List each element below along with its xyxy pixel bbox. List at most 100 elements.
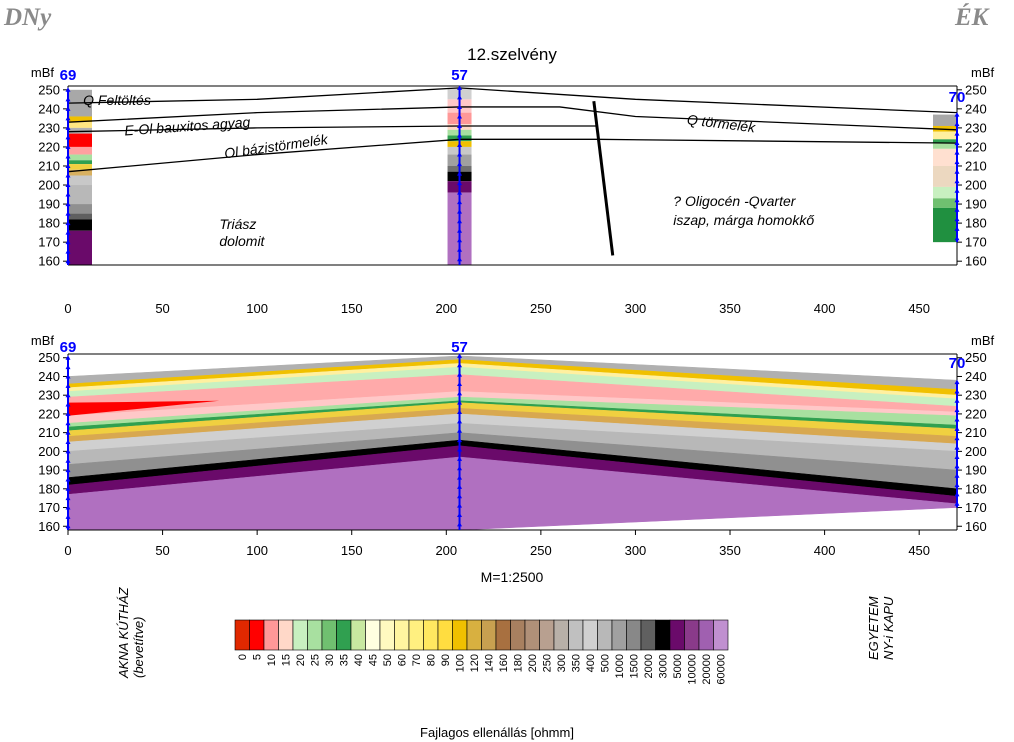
legend-swatch xyxy=(597,619,613,651)
legend-swatch xyxy=(307,619,323,651)
y-tick-label-left: 210 xyxy=(38,425,60,440)
borehole-sample-marker xyxy=(457,493,463,499)
legend-swatch xyxy=(626,619,642,651)
x-tick-label: 100 xyxy=(246,543,268,558)
borehole-sample-marker xyxy=(457,437,463,443)
legend-label: 500 xyxy=(600,654,612,672)
borehole-sample-marker xyxy=(457,353,463,358)
borehole-sample-marker xyxy=(954,216,960,222)
legend-swatch xyxy=(365,619,381,651)
y-tick-label-right: 230 xyxy=(965,388,987,403)
borehole-layer-69 xyxy=(68,185,92,205)
layer-boundary-base_70 xyxy=(597,138,958,144)
legend-swatch xyxy=(379,619,395,651)
borehole-sample-marker xyxy=(457,237,463,243)
legend-label: 45 xyxy=(368,654,380,666)
left-site-line1: AKNA KÚTHÁZ xyxy=(116,587,131,678)
legend-swatch xyxy=(684,619,700,651)
x-tick-label: 300 xyxy=(625,301,647,316)
borehole-layer-70 xyxy=(933,207,957,243)
y-tick-label-left: 160 xyxy=(38,254,60,269)
legend-swatch xyxy=(278,619,294,651)
legend-swatch xyxy=(423,619,439,651)
borehole-sample-marker xyxy=(954,407,960,413)
borehole-sample-marker xyxy=(457,247,463,252)
borehole-sample-marker xyxy=(457,161,463,167)
y-tick-label-left: 200 xyxy=(38,444,60,459)
borehole-sample-marker xyxy=(954,491,960,497)
legend-swatch xyxy=(655,619,671,651)
borehole-sample-marker xyxy=(65,392,71,398)
borehole-layer-70 xyxy=(933,148,957,166)
borehole-layer-70 xyxy=(933,165,957,187)
borehole-sample-marker xyxy=(65,239,71,245)
legend-swatch xyxy=(350,619,366,651)
y-tick-label-right: 220 xyxy=(965,139,987,154)
borehole-sample-marker xyxy=(65,115,71,121)
borehole-sample-marker xyxy=(457,428,463,433)
y-tick-label-left: 220 xyxy=(38,406,60,421)
borehole-sample-marker xyxy=(954,178,960,184)
borehole-sample-marker xyxy=(65,96,71,102)
x-tick-label: 50 xyxy=(155,301,169,316)
borehole-layer-69 xyxy=(68,133,92,147)
borehole-sample-marker xyxy=(457,133,463,138)
y-tick-label-right: 230 xyxy=(965,120,987,135)
borehole-sample-marker xyxy=(457,218,463,224)
fault-line xyxy=(592,101,615,256)
borehole-sample-marker xyxy=(457,199,463,205)
y-unit-label-right: mBf xyxy=(971,333,995,348)
borehole-sample-marker xyxy=(954,169,960,174)
resistivity-anomaly xyxy=(68,400,220,416)
x-tick-label: 0 xyxy=(64,543,71,558)
borehole-sample-marker xyxy=(457,94,463,100)
legend-swatch xyxy=(611,619,627,651)
lithology-annotation: Triász xyxy=(219,216,256,232)
legend-label: 140 xyxy=(484,654,496,672)
borehole-layer-69 xyxy=(68,230,92,265)
borehole-layer-70 xyxy=(933,114,957,126)
borehole-layer-69 xyxy=(68,204,92,214)
borehole-sample-marker xyxy=(65,458,71,463)
borehole-sample-marker xyxy=(65,411,71,416)
legend-swatch xyxy=(408,619,424,651)
borehole-layer-69 xyxy=(68,213,92,220)
borehole-sample-marker xyxy=(65,173,71,178)
borehole-sample-marker xyxy=(65,163,71,168)
x-tick-label: 0 xyxy=(64,301,71,316)
borehole-layer-69 xyxy=(68,219,92,231)
borehole-sample-marker xyxy=(954,150,960,155)
x-tick-label: 300 xyxy=(625,543,647,558)
borehole-sample-marker xyxy=(65,476,71,482)
legend-label: 300 xyxy=(556,654,568,672)
legend-label: 0 xyxy=(237,654,249,660)
borehole-label-69: 69 xyxy=(60,339,77,356)
legend-swatch xyxy=(713,619,729,651)
legend-label: 3000 xyxy=(658,654,670,678)
lithology-annotation: Q Feltöltés xyxy=(83,92,151,108)
borehole-sample-marker xyxy=(457,446,463,452)
legend-label: 1000 xyxy=(614,654,626,678)
borehole-sample-marker xyxy=(65,182,71,188)
y-tick-label-right: 190 xyxy=(965,463,987,478)
x-tick-label: 150 xyxy=(341,543,363,558)
borehole-sample-marker xyxy=(457,372,463,377)
legend-label: 20 xyxy=(295,654,307,666)
legend-title: Fajlagos ellenállás [ohmm] xyxy=(420,725,574,740)
borehole-sample-marker xyxy=(457,390,463,396)
legend-label: 5 xyxy=(252,654,264,660)
lithology-annotation: ? Oligocén -Qvarter xyxy=(673,193,796,209)
y-tick-label-left: 240 xyxy=(38,369,60,384)
y-tick-label-left: 230 xyxy=(38,388,60,403)
y-tick-label-right: 200 xyxy=(965,178,987,193)
legend-label: 20000 xyxy=(701,654,713,685)
y-tick-label-left: 180 xyxy=(38,216,60,231)
y-tick-label-left: 170 xyxy=(38,500,60,515)
borehole-sample-marker xyxy=(954,159,960,165)
legend-swatch xyxy=(582,619,598,651)
lithology-annotation: Ol bázistörmelék xyxy=(223,131,329,161)
y-tick-label-right: 160 xyxy=(965,254,987,269)
legend-label: 50 xyxy=(382,654,394,666)
legend-label: 160 xyxy=(498,654,510,672)
lithology-annotation: Q törmelék xyxy=(686,111,757,135)
